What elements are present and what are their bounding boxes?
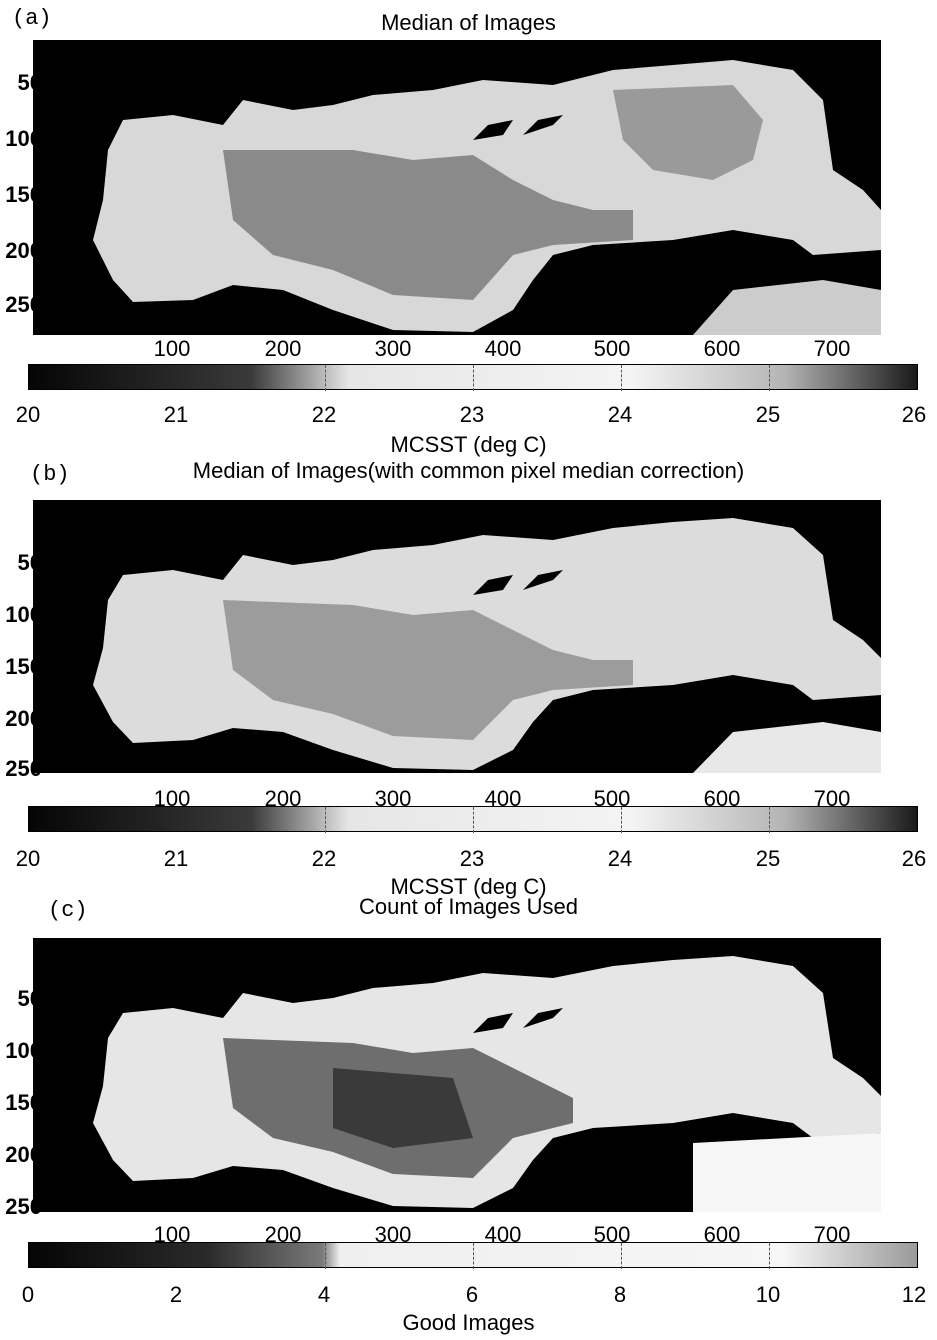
x-tick: 500	[593, 336, 631, 361]
y-tick: 150	[5, 654, 42, 679]
colorbar-tick: 24	[607, 846, 633, 871]
x-tick: 400	[484, 336, 522, 361]
colorbar-tick: 4	[317, 1282, 331, 1307]
y-tick: 250	[5, 1194, 42, 1219]
y-tick: 200	[5, 1142, 42, 1167]
colorbar-tick: 0	[21, 1282, 35, 1307]
colorbar-marker	[325, 1243, 326, 1269]
colorbar-marker	[769, 365, 770, 391]
colorbar-marker	[621, 365, 622, 391]
x-tick: 100	[153, 336, 191, 361]
colorbar-tick: 25	[755, 402, 781, 427]
colorbar-marker	[473, 807, 474, 833]
colorbar-tick: 8	[613, 1282, 627, 1307]
colorbar-tick: 25	[755, 846, 781, 871]
colorbar-tick: 20	[15, 402, 41, 427]
colorbar-tick: 21	[163, 402, 189, 427]
y-tick: 200	[5, 238, 42, 263]
panel-title: Median of Images(with common pixel media…	[192, 458, 745, 483]
panel-title: Median of Images	[381, 10, 556, 35]
colorbar-tick: 10	[755, 1282, 781, 1307]
x-tick: 700	[813, 336, 851, 361]
y-tick: 50	[17, 70, 42, 95]
colorbar-marker	[325, 807, 326, 833]
colorbar-tick: 22	[311, 402, 337, 427]
colorbar-label: MCSST (deg C)	[390, 432, 547, 457]
y-tick: 50	[17, 986, 42, 1011]
y-tick: 100	[5, 1038, 42, 1063]
colorbar-tick: 26	[901, 846, 927, 871]
panel-letter: (a)	[12, 6, 52, 31]
y-tick: 250	[5, 292, 42, 317]
panel-letter: (c)	[48, 898, 88, 923]
colorbar-label: MCSST (deg C)	[390, 874, 547, 899]
x-tick: 200	[264, 336, 302, 361]
image-count-map	[33, 938, 881, 1212]
panel-letter: (b)	[30, 462, 70, 487]
colorbar-label: Good Images	[402, 1310, 535, 1335]
y-tick: 100	[5, 126, 42, 151]
x-tick: 300	[374, 336, 412, 361]
colorbar-marker	[473, 1243, 474, 1269]
colorbar	[28, 1242, 918, 1269]
y-tick: 200	[5, 706, 42, 731]
colorbar-marker	[621, 807, 622, 833]
colorbar-marker	[325, 365, 326, 391]
colorbar-tick: 24	[607, 402, 633, 427]
colorbar-marker	[473, 365, 474, 391]
panel-title: Count of Images Used	[359, 894, 578, 919]
y-tick: 50	[17, 550, 42, 575]
colorbar-marker	[769, 807, 770, 833]
colorbar-marker	[769, 1243, 770, 1269]
y-tick: 100	[5, 602, 42, 627]
colorbar-tick: 22	[311, 846, 337, 871]
colorbar	[28, 806, 918, 833]
sst-map-image	[33, 500, 881, 773]
colorbar	[28, 364, 918, 391]
colorbar-tick: 2	[169, 1282, 183, 1307]
colorbar-tick: 20	[15, 846, 41, 871]
colorbar-tick: 12	[901, 1282, 927, 1307]
sst-map-image	[33, 40, 881, 335]
y-tick: 150	[5, 182, 42, 207]
x-tick: 600	[703, 336, 741, 361]
colorbar-tick: 23	[459, 846, 485, 871]
y-tick: 250	[5, 756, 42, 781]
colorbar-tick: 6	[465, 1282, 479, 1307]
colorbar-marker	[621, 1243, 622, 1269]
colorbar-tick: 26	[901, 402, 927, 427]
colorbar-tick: 23	[459, 402, 485, 427]
y-tick: 150	[5, 1090, 42, 1115]
colorbar-tick: 21	[163, 846, 189, 871]
